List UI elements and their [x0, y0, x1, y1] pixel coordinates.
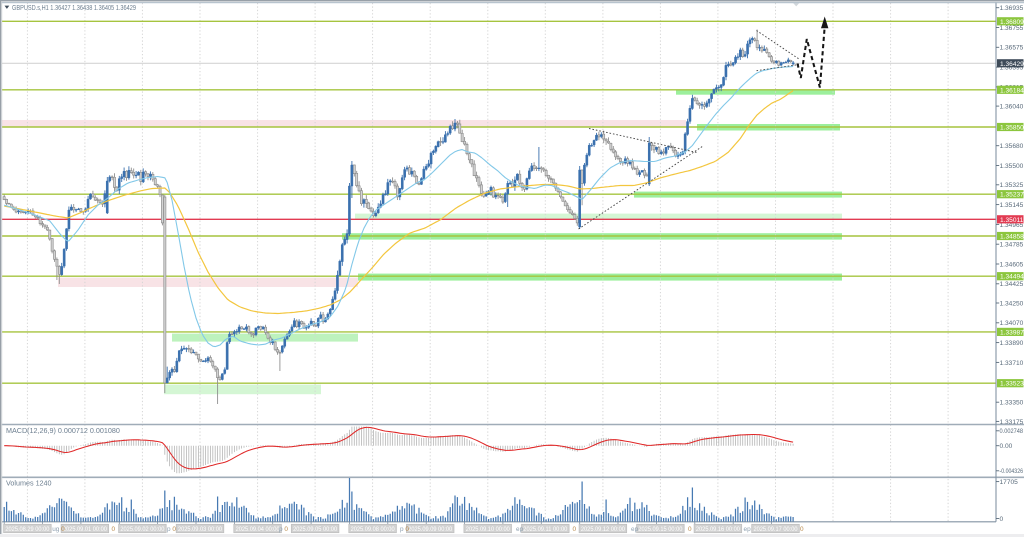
svg-text:0.002748: 0.002748	[1000, 428, 1024, 435]
svg-text:2025.08.29 00:00: 2025.08.29 00:00	[5, 526, 50, 533]
svg-text:p 0: p 0	[167, 526, 176, 533]
svg-text:1.34070: 1.34070	[1000, 320, 1024, 327]
svg-text:1.35325: 1.35325	[1000, 182, 1024, 189]
svg-text:1.36429: 1.36429	[1000, 61, 1024, 68]
svg-text:1.33175: 1.33175	[1000, 419, 1024, 426]
svg-text:GBPUSD.s,H1 1.36427 1.36438 1: GBPUSD.s,H1 1.36427 1.36438 1.36405 1.36…	[12, 5, 136, 12]
svg-text:2025.09.11 00:00: 2025.09.11 00:00	[523, 526, 568, 533]
svg-text:Volumes 1240: Volumes 1240	[6, 478, 52, 487]
svg-text:1.36809: 1.36809	[1000, 19, 1024, 26]
svg-text:1.35850: 1.35850	[1000, 125, 1024, 132]
svg-text:2025.09.17 00:00: 2025.09.17 00:00	[754, 526, 799, 533]
svg-text:0: 0	[112, 526, 116, 533]
svg-text:1.34425: 1.34425	[1000, 281, 1024, 288]
svg-text:1.34858: 1.34858	[1000, 234, 1024, 241]
svg-text:2025.09.10 00:00: 2025.09.10 00:00	[466, 526, 511, 533]
svg-text:1.35011: 1.35011	[1000, 217, 1024, 224]
svg-text:1.33987: 1.33987	[1000, 329, 1024, 336]
svg-text:p 0: p 0	[400, 526, 409, 533]
svg-text:2025.09.09 00:00: 2025.09.09 00:00	[408, 526, 453, 533]
svg-text:0: 0	[688, 526, 692, 533]
svg-text:2025.09.08 00:00: 2025.09.08 00:00	[351, 526, 396, 533]
svg-text:2025.09.02 00:00: 2025.09.02 00:00	[120, 526, 165, 533]
svg-text:1.36040: 1.36040	[1000, 104, 1024, 111]
svg-text:1.35237: 1.35237	[1000, 192, 1024, 199]
svg-text:1.33523: 1.33523	[1000, 381, 1024, 388]
svg-text:0: 0	[800, 526, 804, 533]
svg-text:p 0: p 0	[279, 526, 288, 533]
svg-text:ep: ep	[516, 526, 524, 533]
svg-text:1.34250: 1.34250	[1000, 300, 1024, 307]
svg-text:1.34494: 1.34494	[1000, 274, 1024, 281]
svg-text:1.35680: 1.35680	[1000, 143, 1024, 150]
svg-text:1.33890: 1.33890	[1000, 340, 1024, 347]
svg-text:1.33710: 1.33710	[1000, 360, 1024, 367]
svg-text:ug 0: ug 0	[52, 526, 65, 533]
svg-text:ep: ep	[631, 526, 639, 533]
svg-text:ep: ep	[744, 526, 752, 533]
svg-text:1.33350: 1.33350	[1000, 400, 1024, 407]
svg-text:-0.004326: -0.004326	[1000, 468, 1024, 475]
svg-text:1.36935: 1.36935	[1000, 5, 1024, 12]
svg-text:2025.09.16 00:00: 2025.09.16 00:00	[696, 526, 741, 533]
svg-text:2025.09.12 00:00: 2025.09.12 00:00	[581, 526, 626, 533]
svg-text:1.34605: 1.34605	[1000, 261, 1024, 268]
svg-text:1.35145: 1.35145	[1000, 202, 1024, 209]
svg-text:0: 0	[573, 526, 577, 533]
svg-text:1.36575: 1.36575	[1000, 45, 1024, 52]
svg-text:1.34785: 1.34785	[1000, 242, 1024, 249]
svg-text:1.36755: 1.36755	[1000, 25, 1024, 32]
svg-text:0: 0	[1000, 516, 1004, 523]
svg-text:2025.09.05 00:00: 2025.09.05 00:00	[293, 526, 338, 533]
svg-text:1.36395: 1.36395	[1000, 65, 1024, 72]
svg-text:0.00: 0.00	[1000, 443, 1013, 450]
svg-text:1.35500: 1.35500	[1000, 163, 1024, 170]
svg-text:MACD(12,26,9) 0.000712 0.00108: MACD(12,26,9) 0.000712 0.001080	[6, 426, 120, 435]
svg-text:1.34965: 1.34965	[1000, 222, 1024, 229]
svg-text:17705: 17705	[1000, 479, 1019, 486]
svg-text:1.36184: 1.36184	[1000, 87, 1024, 94]
svg-text:2025.09.01 00:00: 2025.09.01 00:00	[63, 526, 108, 533]
svg-text:2025.09.03 00:00: 2025.09.03 00:00	[178, 526, 223, 533]
svg-text:2025.09.04 00:00: 2025.09.04 00:00	[236, 526, 281, 533]
svg-text:2025.09.15 00:00: 2025.09.15 00:00	[638, 526, 683, 533]
